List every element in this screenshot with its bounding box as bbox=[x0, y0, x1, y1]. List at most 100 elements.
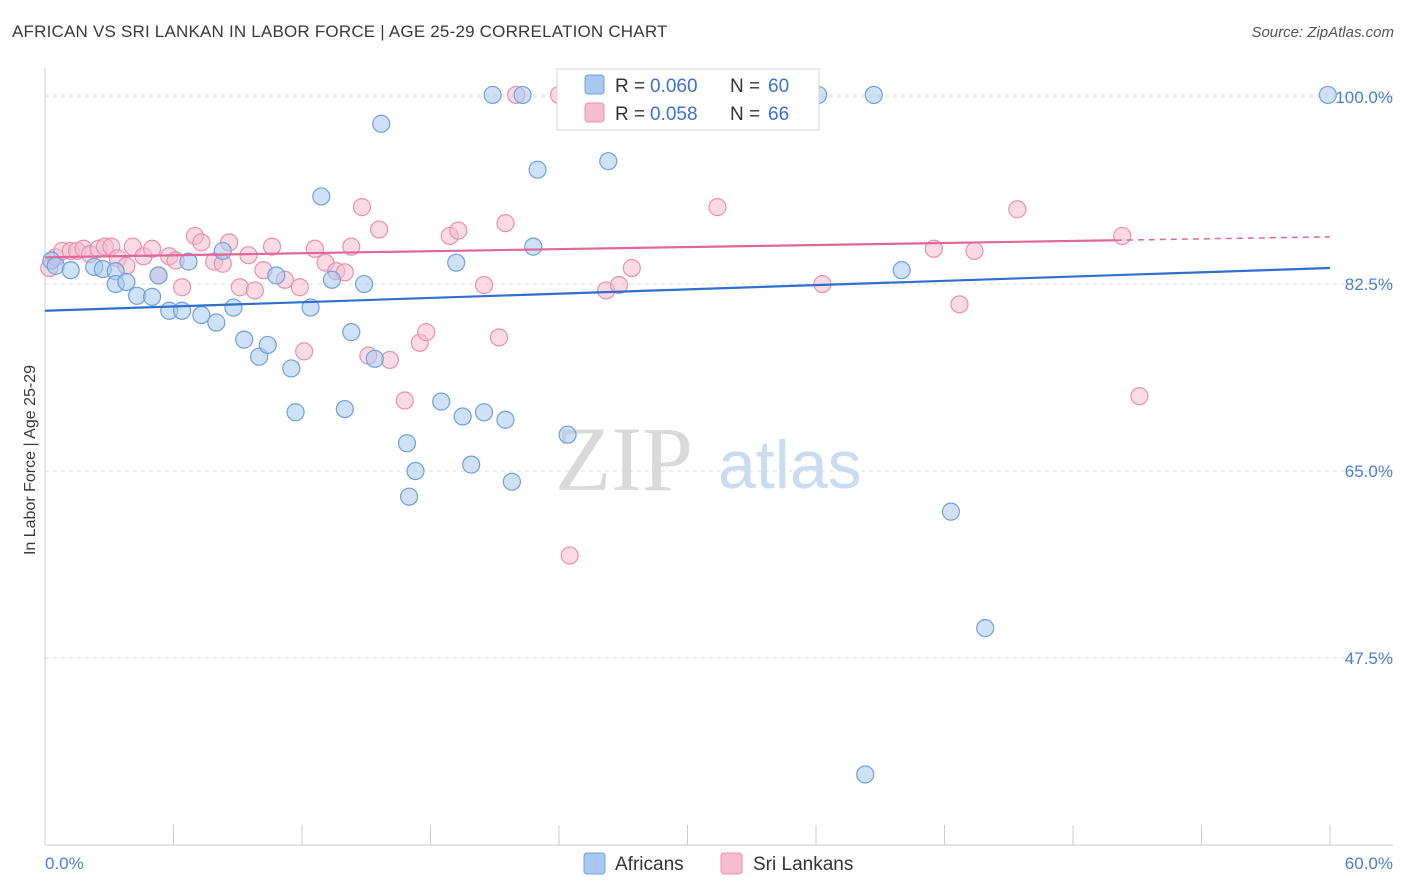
bottom-legend-swatch-sri-lankans bbox=[720, 852, 743, 875]
data-point bbox=[1113, 226, 1132, 246]
data-point bbox=[1318, 85, 1337, 105]
bottom-legend-swatch-africans bbox=[583, 852, 606, 875]
data-point bbox=[172, 301, 192, 320]
bottom-legend: Africans Sri Lankans bbox=[583, 852, 853, 875]
data-point bbox=[417, 323, 436, 342]
watermark-atlas: atlas bbox=[718, 427, 862, 503]
data-point bbox=[924, 239, 943, 258]
data-point bbox=[295, 342, 314, 361]
data-point bbox=[489, 328, 509, 347]
data-point bbox=[950, 295, 969, 314]
data-point bbox=[496, 410, 515, 429]
legend-n-label-1: N = bbox=[730, 104, 760, 125]
data-point bbox=[406, 461, 425, 481]
legend-swatch-africans bbox=[584, 74, 605, 95]
y-tick-labels: 47.5% 65.0% 82.5% 100.0% bbox=[1335, 88, 1393, 668]
data-point bbox=[322, 270, 342, 289]
data-point bbox=[856, 765, 875, 784]
data-point bbox=[305, 239, 324, 258]
data-point bbox=[599, 152, 618, 171]
data-point bbox=[262, 237, 282, 256]
data-point bbox=[622, 258, 641, 278]
data-point bbox=[941, 502, 961, 521]
x-tick-labels: 0.0% 60.0% bbox=[45, 854, 1393, 873]
data-point bbox=[609, 276, 629, 295]
data-point bbox=[207, 313, 226, 332]
data-point bbox=[258, 335, 277, 355]
legend-swatch-sri-lankans bbox=[584, 102, 605, 123]
data-point bbox=[432, 392, 451, 411]
chart-title: AFRICAN VS SRI LANKAN IN LABOR FORCE | A… bbox=[12, 22, 668, 41]
data-point bbox=[528, 160, 547, 179]
legend-r-value-1: 0.058 bbox=[650, 104, 698, 125]
data-point bbox=[474, 276, 494, 295]
grid-lines bbox=[45, 94, 1393, 659]
data-point bbox=[267, 266, 286, 285]
y-axis-label: In Labor Force | Age 25-29 bbox=[22, 365, 39, 555]
legend-r-value-0: 0.060 bbox=[650, 76, 698, 97]
legend-r-label-0: R = bbox=[615, 76, 645, 97]
data-point bbox=[976, 618, 995, 638]
data-point bbox=[474, 403, 494, 422]
data-point bbox=[61, 261, 80, 280]
data-point bbox=[447, 253, 466, 272]
trend-line-sri-lankans bbox=[44, 239, 1116, 259]
trend-line-sri-lankans-extension bbox=[1115, 236, 1331, 241]
axes bbox=[44, 68, 1393, 846]
legend: R = 0.060 N = 60 R = 0.058 N = 66 bbox=[556, 68, 820, 131]
data-point bbox=[558, 425, 577, 444]
data-point bbox=[342, 237, 361, 256]
data-point bbox=[496, 214, 515, 233]
data-point bbox=[462, 455, 481, 474]
watermark: ZIP atlas bbox=[555, 408, 862, 510]
y-tick-label: 47.5% bbox=[1345, 649, 1393, 668]
legend-r-label-1: R = bbox=[615, 104, 645, 125]
data-point bbox=[453, 407, 472, 426]
data-point bbox=[395, 391, 414, 410]
data-point bbox=[179, 252, 198, 271]
data-point bbox=[355, 274, 374, 294]
data-point bbox=[235, 330, 254, 349]
data-point bbox=[172, 278, 192, 297]
data-point bbox=[513, 85, 532, 105]
data-point bbox=[224, 298, 243, 317]
trend-line-africans bbox=[44, 266, 1331, 312]
data-point bbox=[149, 266, 168, 285]
bottom-legend-label-sri-lankans: Sri Lankans bbox=[753, 854, 853, 875]
legend-n-value-0: 60 bbox=[768, 76, 789, 97]
y-tick-label: 65.0% bbox=[1345, 462, 1393, 481]
data-point bbox=[312, 187, 331, 206]
data-point bbox=[342, 323, 361, 342]
data-point bbox=[483, 85, 502, 105]
data-point bbox=[117, 272, 136, 292]
chart-source: Source: ZipAtlas.com bbox=[1251, 24, 1394, 41]
data-point bbox=[282, 359, 301, 378]
data-point bbox=[372, 114, 391, 133]
data-point bbox=[290, 278, 309, 297]
data-point bbox=[213, 241, 232, 261]
data-point bbox=[965, 241, 984, 261]
data-point bbox=[245, 281, 264, 300]
data-point bbox=[1008, 200, 1027, 219]
data-point bbox=[524, 237, 543, 256]
data-point bbox=[864, 85, 883, 105]
data-point bbox=[892, 261, 911, 280]
data-point bbox=[397, 434, 417, 453]
data-point bbox=[192, 233, 211, 252]
data-point bbox=[365, 349, 384, 368]
data-point bbox=[335, 399, 354, 419]
data-point bbox=[230, 278, 249, 297]
watermark-zip: ZIP bbox=[555, 408, 693, 510]
data-point bbox=[370, 220, 389, 239]
data-point bbox=[560, 546, 579, 565]
y-tick-label: 100.0% bbox=[1335, 88, 1393, 107]
data-point bbox=[192, 305, 211, 325]
y-tick-label: 82.5% bbox=[1345, 275, 1393, 294]
data-point bbox=[46, 256, 65, 275]
data-point bbox=[399, 487, 419, 506]
x-tick-label: 0.0% bbox=[45, 854, 84, 873]
x-tick-label: 60.0% bbox=[1345, 854, 1393, 873]
data-point bbox=[708, 198, 727, 217]
data-point bbox=[142, 239, 162, 258]
